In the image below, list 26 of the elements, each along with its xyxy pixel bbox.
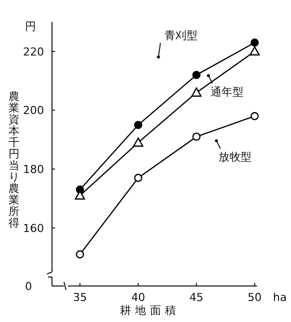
y-tick-label: 180 (23, 163, 44, 176)
point (134, 120, 142, 130)
point (134, 174, 142, 182)
series-label: 通年型 (210, 86, 244, 99)
text: ha (273, 291, 287, 304)
point (76, 250, 84, 258)
point (191, 87, 202, 97)
y-tick-label: 220 (23, 45, 44, 58)
point (250, 38, 259, 47)
text: 青刈型 (164, 28, 198, 42)
text: 円 (25, 20, 36, 33)
y-tick-label: 200 (23, 104, 44, 118)
text: 0 (25, 280, 32, 293)
point (192, 132, 201, 141)
point (250, 46, 260, 56)
point (250, 112, 259, 120)
point (192, 70, 201, 80)
series-label: 放牧型 (218, 150, 252, 164)
x-tick-label: 50 (248, 291, 262, 304)
x-tick-label: 45 (189, 291, 204, 304)
point (133, 137, 144, 147)
y-tick-label: 160 (23, 222, 44, 235)
text: 農業資本千円当り農業所得 (8, 90, 20, 230)
x-tick-label: 40 (131, 291, 146, 304)
x-tick-label: 35 (72, 291, 87, 304)
x-axis-title: 耕地面積 (120, 304, 180, 317)
